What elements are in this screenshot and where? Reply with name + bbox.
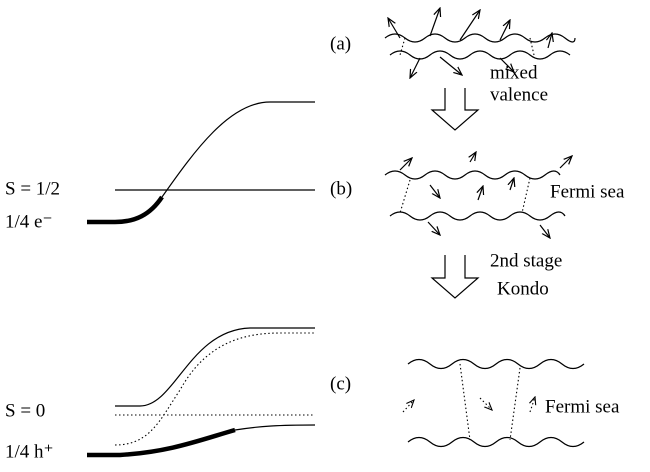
stage-annotation: Fermi sea <box>550 181 625 202</box>
stage-label: (a) <box>330 33 351 54</box>
charge-label: 1/4 h⁺ <box>5 441 54 462</box>
arrow-label: mixed <box>490 62 538 83</box>
stage-label: (c) <box>330 373 351 394</box>
level-label: S = 1/2 <box>5 178 60 199</box>
stage-annotation: Fermi sea <box>545 396 620 417</box>
level-label: S = 0 <box>5 400 45 421</box>
diagram: S = 1/2 1/4 e⁻ S = 0 1/4 h⁺ (a) mixed va… <box>0 0 650 472</box>
arrow-label: 2nd stage <box>490 250 562 271</box>
arrow-label: Kondo <box>497 278 549 299</box>
arrow-label: valence <box>490 84 548 105</box>
lower-levels <box>87 328 315 455</box>
upper-levels <box>87 102 315 222</box>
page: {"left_panel": {"upper": {"level_label":… <box>0 0 650 472</box>
stage-b-sketch <box>385 152 572 298</box>
stage-a-sketch <box>385 8 575 130</box>
stage-label: (b) <box>330 178 352 199</box>
charge-label: 1/4 e⁻ <box>5 211 53 232</box>
